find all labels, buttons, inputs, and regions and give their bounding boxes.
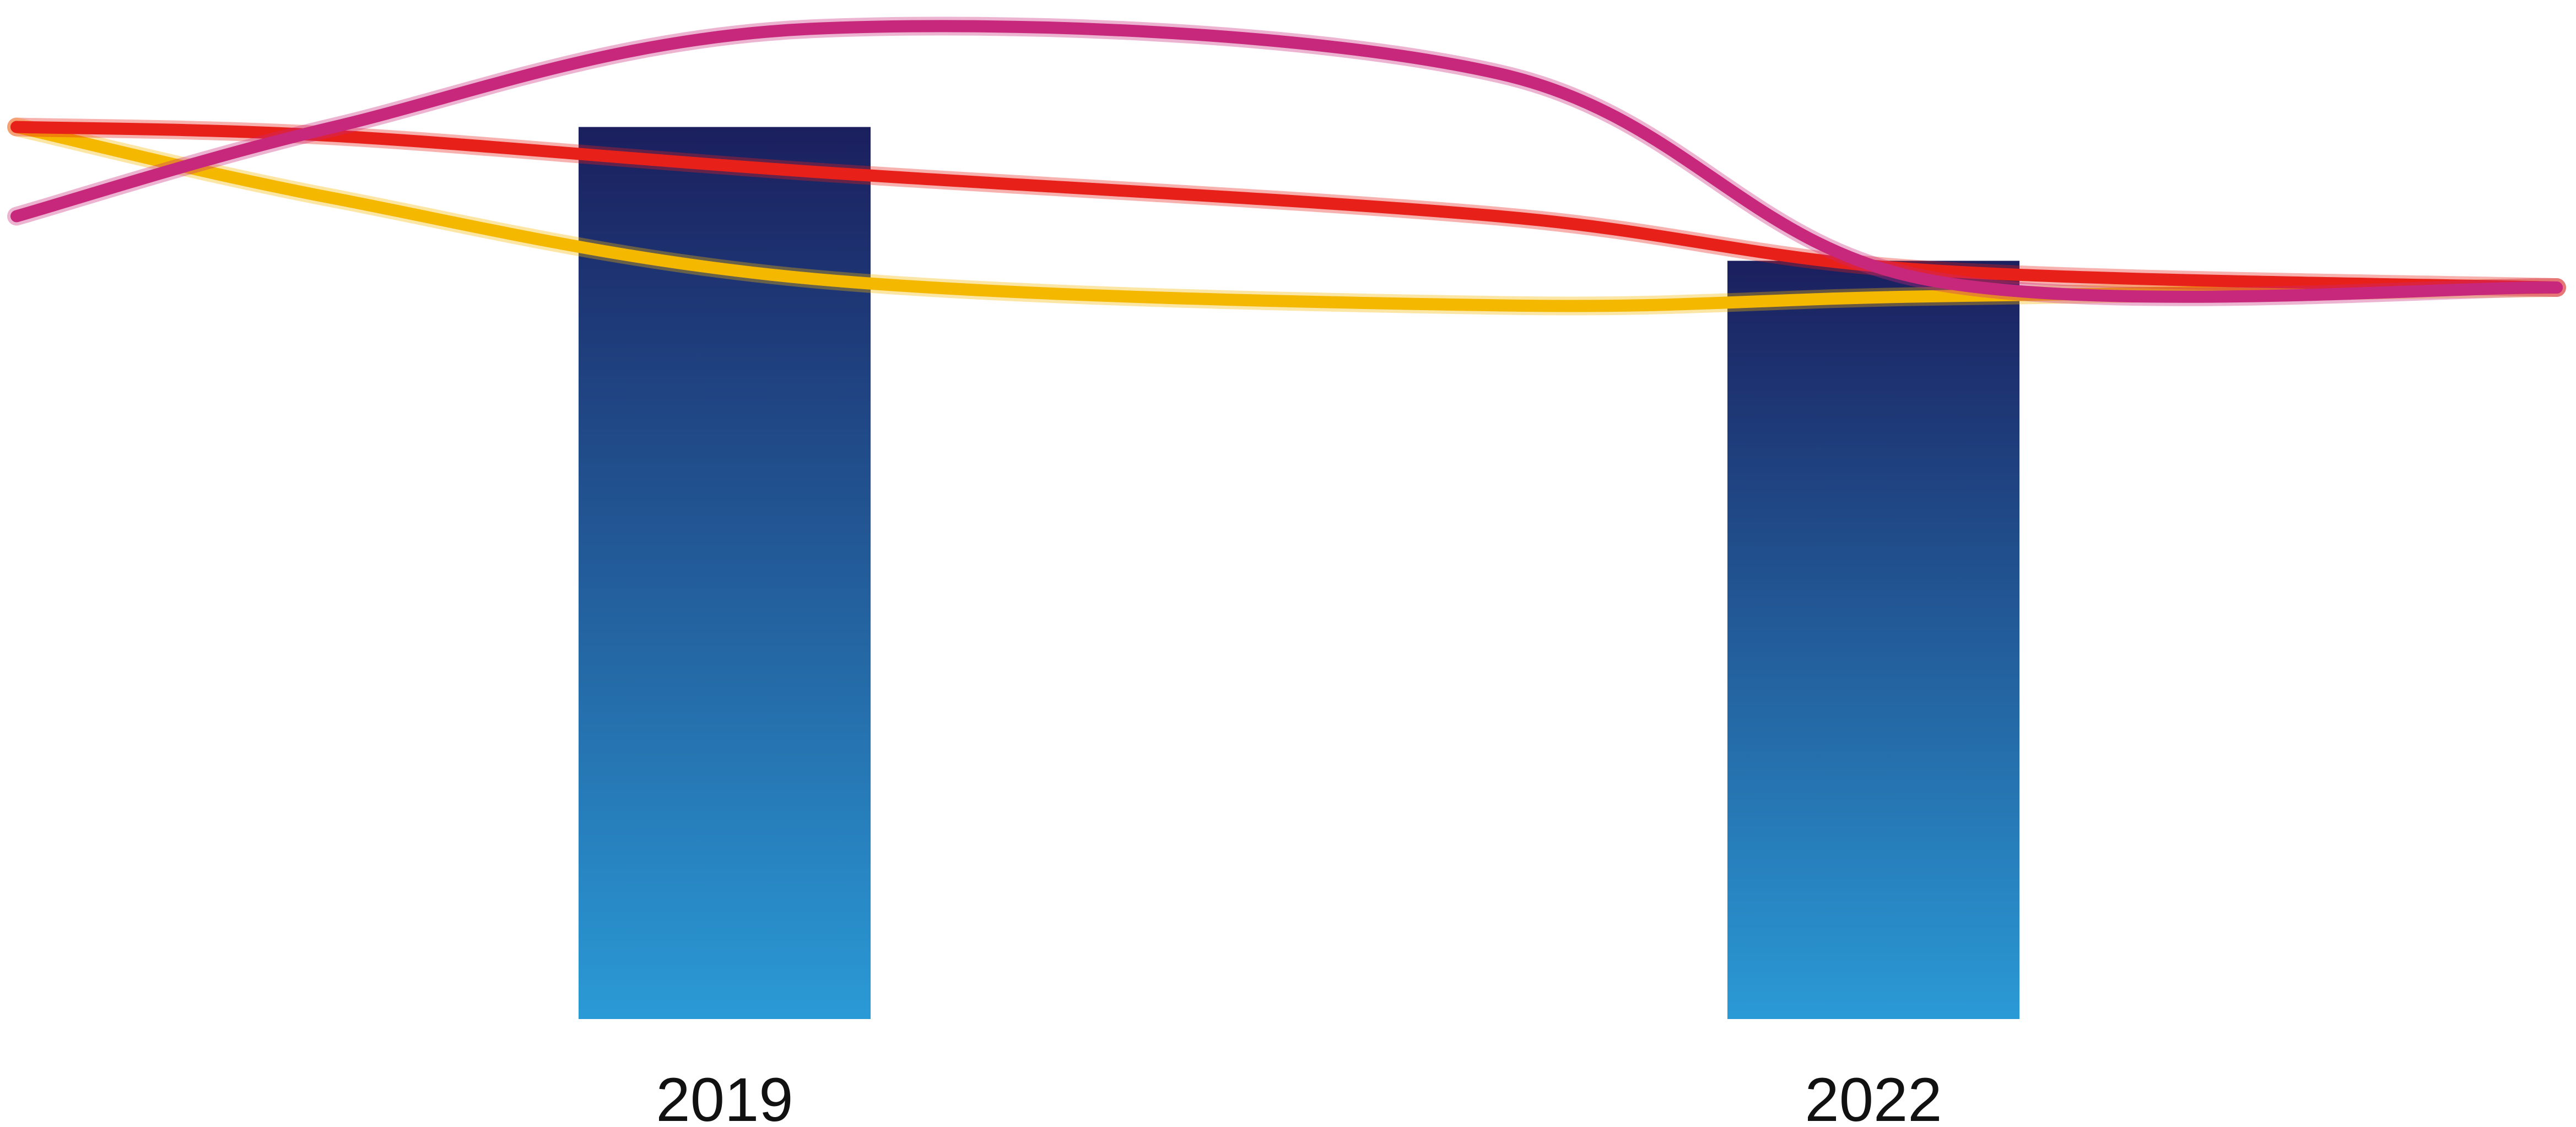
category-label-2019: 2019: [656, 1065, 793, 1127]
bar-2022: [1727, 261, 2019, 1020]
category-label-2022: 2022: [1805, 1065, 1942, 1127]
series-line-3: [10, 20, 2563, 303]
series-line-2: [10, 121, 2563, 294]
lines-group: [7, 17, 2566, 316]
category-labels: 2019 2022: [656, 1065, 1942, 1127]
series-line-halo-3: [7, 17, 2566, 306]
